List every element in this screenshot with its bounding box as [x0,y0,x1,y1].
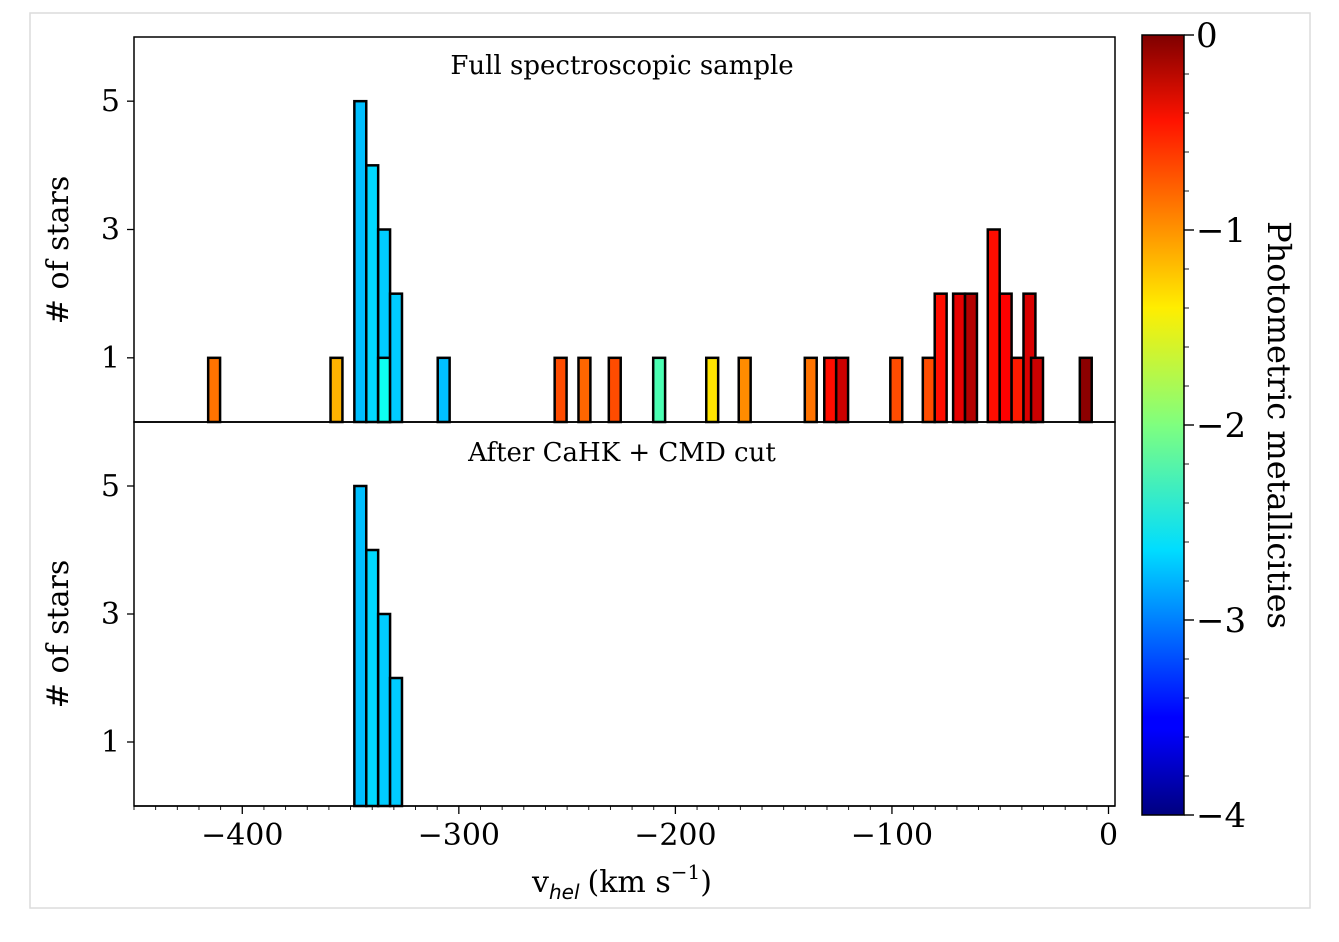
top-panel-title: Full spectroscopic sample [450,51,793,81]
top-panel: Full spectroscopic sample 1 3 5 # of stars [41,36,1116,424]
bottom-panel-y-axis-label: # of stars [41,560,76,708]
histogram-bar [365,548,380,808]
histogram-bar [365,164,380,424]
histogram-bar [998,292,1013,424]
colorbar-tick-label: −4 [1196,796,1246,836]
bottom-panel-frame [133,421,1116,807]
colorbar-gradient [1141,34,1185,816]
histogram-bar [607,356,622,424]
bottom-panel: After CaHK + CMD cut 1 3 5 # of stars [41,421,1116,808]
colorbar-tick-label: −3 [1196,601,1246,641]
histogram-bar [1010,356,1025,424]
bottom-panel-y-axis: 1 3 5 [101,469,134,760]
histogram-bar [206,356,222,424]
histogram-bar [353,484,368,808]
y-tick-label: 1 [101,725,120,760]
histogram-bar [803,356,818,424]
bottom-panel-title: After CaHK + CMD cut [467,438,776,468]
colorbar-label: Photometric metallicities [1260,221,1298,629]
colorbar-axis: 0 −1 −2 −3 −4 [1184,16,1246,836]
histogram-bar [823,356,838,424]
x-tick-label: −300 [418,818,500,853]
histogram-bar [553,356,568,424]
y-tick-label: 1 [101,341,120,376]
top-panel-bars [134,99,1115,424]
y-tick-label: 5 [101,84,120,119]
histogram-bar [1078,356,1093,424]
histogram-bar [921,356,936,424]
histogram-bar [1029,356,1045,424]
histogram-bar [577,356,592,424]
histogram-bar [353,99,368,424]
x-tick-label: 0 [1099,818,1118,853]
top-panel-y-axis-label: # of stars [41,176,76,324]
histogram-bar [933,292,948,424]
y-tick-label: 3 [101,597,120,632]
histogram-bar [376,612,392,808]
colorbar-tick-label: 0 [1196,16,1218,56]
colorbar-tick-label: −2 [1196,406,1246,446]
histogram-bar [986,228,1001,424]
colorbar-tick-label: −1 [1196,211,1246,251]
histogram-bar [963,292,979,424]
histogram-bar [889,356,904,424]
x-axis-label: vhel (km s−1) [531,860,712,904]
histogram-bar [834,356,850,424]
histogram-bar [388,676,404,808]
x-tick-label: −100 [851,818,933,853]
x-tick-label: −400 [201,818,283,853]
histogram-bar [329,356,344,424]
y-tick-label: 3 [101,213,120,248]
histogram-bar [951,292,967,424]
x-axis: −400 −300 −200 −100 0 [133,806,1118,853]
figure-border [29,12,1311,909]
histogram-bar [737,356,752,424]
colorbar: 0 −1 −2 −3 −4 Photometric metallicities [1141,16,1298,836]
histogram-bar [436,356,451,424]
histogram-bar [705,356,720,424]
x-tick-label: −200 [634,818,716,853]
y-tick-label: 5 [101,469,120,504]
top-panel-y-axis: 1 3 5 [101,84,134,376]
histogram-bar [388,292,404,424]
histogram-bar [376,356,392,424]
histogram-bar [651,356,667,424]
bottom-panel-bars [134,484,1115,808]
